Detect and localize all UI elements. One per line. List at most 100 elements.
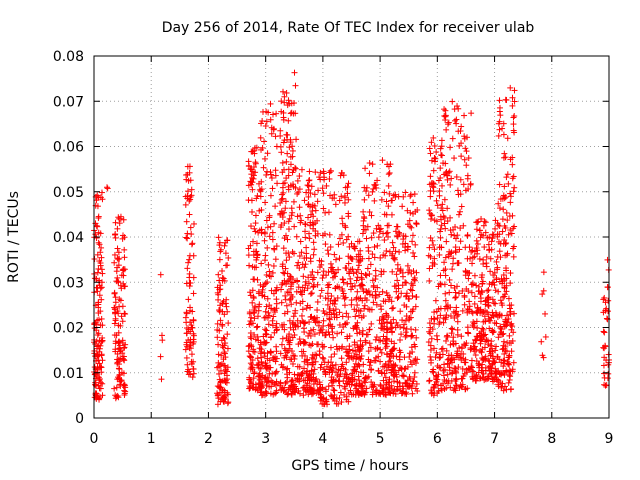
data-point [361,305,368,312]
data-point [361,391,368,398]
data-point [476,255,483,262]
data-point [438,151,445,158]
data-point [288,100,295,107]
data-point [400,385,407,392]
data-point [377,381,384,388]
data-point [390,244,397,251]
data-point [500,370,507,377]
data-point [355,262,362,269]
data-point [278,98,285,105]
data-point [378,196,385,203]
data-point [184,235,191,242]
data-point [367,261,374,268]
data-point [96,292,103,299]
data-point [337,371,344,378]
data-point [247,289,254,296]
data-point [315,187,322,194]
data-point [94,332,101,339]
data-point [499,346,506,353]
data-point [330,394,337,401]
data-point [247,242,254,249]
data-point [486,247,493,254]
data-point [444,302,451,309]
data-point [478,274,485,281]
data-point [278,299,285,306]
data-point [438,387,445,394]
data-point [451,117,458,124]
data-point [338,355,345,362]
data-point [378,325,385,332]
data-point [322,209,329,216]
data-point [365,248,372,255]
data-point [379,338,386,345]
data-point [373,301,380,308]
data-point [382,374,389,381]
data-point [426,377,433,384]
data-point [449,260,456,267]
data-point [324,301,331,308]
data-point [284,374,291,381]
data-point [464,329,471,336]
x-tick-label: 9 [605,431,614,447]
data-point [92,319,99,326]
data-point [327,344,334,351]
data-point [289,248,296,255]
data-point [309,276,316,283]
data-point [425,252,432,259]
data-point [351,282,358,289]
data-point [116,255,123,262]
data-point [272,167,279,174]
data-point [186,345,193,352]
data-point [363,297,370,304]
data-point [257,188,264,195]
data-point [427,173,434,180]
data-point [391,283,398,290]
data-point [94,351,101,358]
data-point [266,272,273,279]
data-point [372,288,379,295]
data-point [111,385,118,392]
data-point [442,272,449,279]
data-point [441,259,448,266]
data-point [501,350,508,357]
data-point [224,331,231,338]
data-point [258,384,265,391]
data-point [269,379,276,386]
data-point [436,354,443,361]
data-point [400,273,407,280]
data-point [246,262,253,269]
data-point [190,290,197,297]
data-point [470,324,477,331]
data-point [262,308,269,315]
data-point [280,88,287,95]
data-point [509,94,516,101]
data-point [301,365,308,372]
data-point [189,374,196,381]
data-point [507,193,514,200]
data-point [281,235,288,242]
data-point [602,342,609,349]
data-point [306,280,313,287]
data-point [493,275,500,282]
data-point [403,290,410,297]
data-point [257,388,264,395]
data-point [604,256,611,263]
data-point [509,154,516,161]
data-point [474,374,481,381]
data-point [286,345,293,352]
data-point [441,220,448,227]
data-point [282,205,289,212]
data-point [263,168,270,175]
data-point [371,381,378,388]
data-point [340,276,347,283]
data-point [403,325,410,332]
data-point [119,318,126,325]
data-point [97,308,104,315]
data-point [345,180,352,187]
data-point [299,369,306,376]
data-point [249,364,256,371]
data-point [426,244,433,251]
data-point [316,351,323,358]
data-point [357,345,364,352]
data-point [383,379,390,386]
